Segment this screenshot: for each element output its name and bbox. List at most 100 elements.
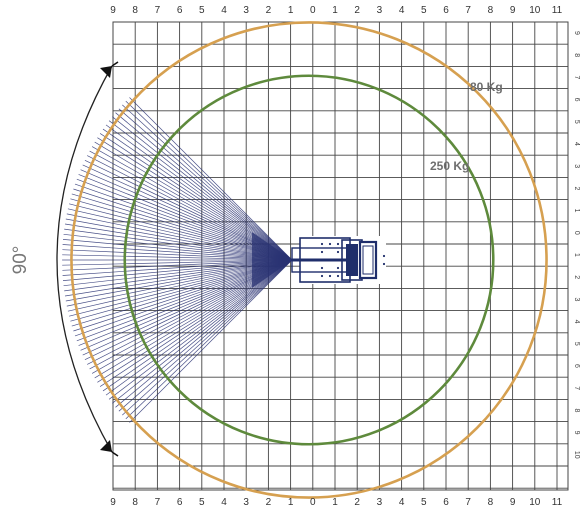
machine-detail-dot (336, 250, 340, 254)
top-tick-label: 10 (529, 5, 541, 16)
top-tick-label: 7 (465, 5, 471, 16)
top-tick-label: 1 (332, 5, 338, 16)
load-circles (70, 21, 548, 499)
sector-ray (105, 259, 293, 396)
bottom-tick-label: 4 (221, 497, 227, 508)
sector-ray (118, 259, 293, 412)
load-label-250kg: 250 Kg (430, 159, 469, 173)
angle-arc (56, 61, 119, 457)
right-tick-label: 8 (573, 408, 580, 412)
top-tick-label: 1 (288, 5, 294, 16)
arc-end-tick-bottom (111, 451, 119, 457)
right-tick-label: 6 (573, 364, 580, 368)
top-tick-label: 0 (310, 5, 316, 16)
sector-ray (115, 259, 293, 408)
arrow-head-bottom (100, 440, 112, 452)
top-tick-label: 9 (510, 5, 516, 16)
sector-ray (108, 259, 293, 400)
bottom-tick-label: 1 (332, 497, 338, 508)
top-tick-label: 4 (221, 5, 227, 16)
right-tick-label: 3 (573, 297, 580, 301)
bottom-tick-label: 9 (110, 497, 116, 508)
top-tick-label: 8 (488, 5, 494, 16)
machine-detail-dot (320, 250, 324, 254)
bottom-tick-label: 11 (552, 497, 563, 508)
top-tick-label: 8 (132, 5, 138, 16)
right-tick-label: 6 (573, 98, 580, 102)
sector-ray (112, 259, 293, 404)
right-tick-label: 7 (573, 386, 580, 390)
sector-ray (112, 116, 293, 261)
top-tick-label: 5 (199, 5, 205, 16)
bottom-tick-label: 8 (488, 497, 494, 508)
sector-ray (105, 124, 293, 261)
bottom-tick-label: 8 (132, 497, 138, 508)
sector-ray (122, 104, 293, 261)
load-label-80kg: 80 Kg (470, 80, 503, 94)
top-tick-label: 5 (421, 5, 427, 16)
machine-detail-dot (382, 254, 386, 258)
top-scale: 9 8 7 6 5 4 3 2 1 0 1 2 3 4 5 6 7 8 9 10 11 (110, 5, 562, 16)
machine-detail-dot (336, 242, 340, 246)
bottom-tick-label: 3 (377, 497, 383, 508)
arrow-head-top (100, 66, 112, 78)
right-tick-label: 2 (573, 186, 580, 190)
top-tick-label: 7 (155, 5, 161, 16)
machine-detail-dot (320, 242, 324, 246)
machine-detail-dot (320, 266, 324, 270)
right-tick-label: 5 (573, 120, 580, 124)
sector-ray (122, 259, 293, 416)
sector-ray (115, 112, 293, 261)
bottom-tick-label: 6 (443, 497, 449, 508)
top-tick-label: 3 (243, 5, 249, 16)
sector-ray (118, 108, 293, 261)
sector-ray (125, 259, 293, 420)
bottom-tick-label: 9 (510, 497, 516, 508)
right-tick-label: 3 (573, 164, 580, 168)
right-tick-label: 10 (573, 451, 580, 459)
bottom-tick-label: 7 (465, 497, 471, 508)
machine-detail-dot (336, 266, 340, 270)
right-tick-label: 1 (573, 209, 580, 213)
right-tick-label: 4 (573, 142, 580, 146)
bottom-tick-label: 10 (529, 497, 541, 508)
angle-arc-line (56, 65, 113, 453)
machine-detail-dot (382, 262, 386, 266)
machine-detail-dot (336, 274, 340, 278)
machine-top-view (291, 236, 386, 284)
top-tick-label: 3 (377, 5, 383, 16)
sector-ray (125, 100, 293, 261)
work-sector-fan (62, 97, 293, 423)
bottom-tick-label: 3 (243, 497, 249, 508)
top-tick-label: 2 (266, 5, 272, 16)
right-tick-label: 5 (573, 342, 580, 346)
bottom-tick-label: 5 (421, 497, 427, 508)
sector-ray (129, 259, 293, 423)
bottom-tick-label: 4 (399, 497, 405, 508)
top-tick-label: 6 (443, 5, 449, 16)
machine-turret-core (346, 244, 358, 276)
load-circle-80kg (70, 21, 548, 499)
top-tick-label: 4 (399, 5, 405, 16)
right-tick-label: 8 (573, 53, 580, 57)
bottom-tick-label: 5 (199, 497, 205, 508)
right-tick-label: 9 (573, 431, 580, 435)
bottom-tick-label: 1 (288, 497, 294, 508)
bottom-tick-label: 6 (177, 497, 183, 508)
right-tick-label: 1 (573, 253, 580, 257)
bottom-tick-label: 2 (354, 497, 360, 508)
right-tick-label: 4 (573, 320, 580, 324)
machine-cab-window (362, 245, 374, 275)
bottom-tick-label: 2 (266, 497, 272, 508)
right-tick-label: 9 (573, 31, 580, 35)
top-tick-label: 9 (110, 5, 116, 16)
machine-cab (358, 240, 378, 280)
right-tick-label: 0 (573, 231, 580, 235)
machine-detail-dot (320, 274, 324, 278)
right-tick-label: 7 (573, 75, 580, 79)
bottom-scale: 9 8 7 6 5 4 3 2 1 0 1 2 3 4 5 6 7 8 9 10 11 (110, 497, 562, 508)
sector-ray (108, 120, 293, 261)
top-tick-label: 11 (552, 5, 563, 16)
